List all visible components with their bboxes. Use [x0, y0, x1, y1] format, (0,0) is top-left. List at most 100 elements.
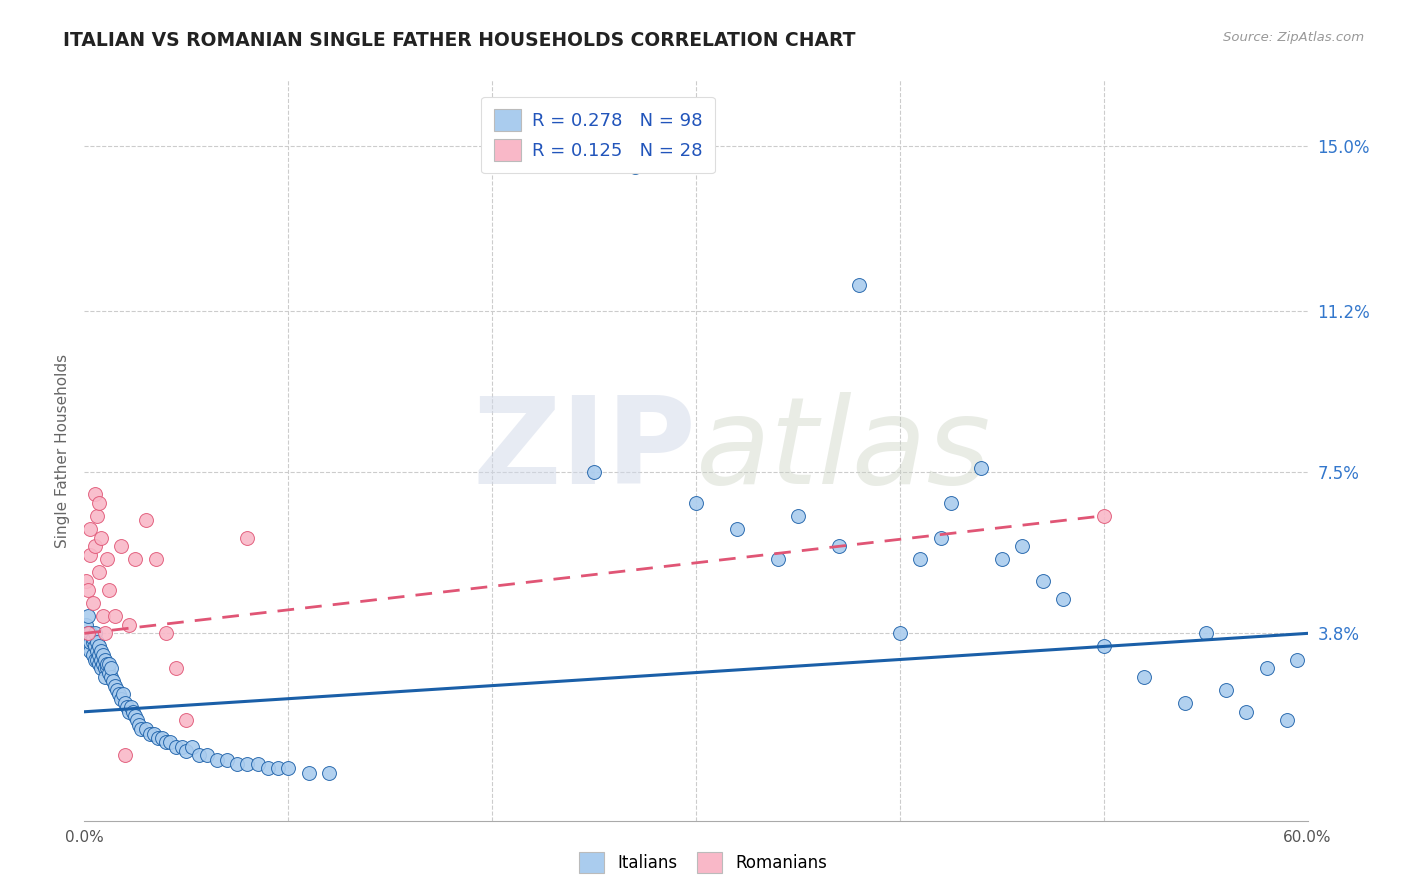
Point [929, 531, 952, 545]
Point [79, 635, 101, 649]
Point [96, 661, 118, 675]
Point [79, 626, 101, 640]
Point [624, 161, 647, 175]
Point [165, 661, 187, 675]
Point [104, 679, 127, 693]
Point [1195, 626, 1218, 640]
Point [1236, 705, 1258, 719]
Point [77, 626, 100, 640]
Point [910, 552, 932, 566]
Point [82, 635, 104, 649]
Point [174, 744, 197, 758]
Point [217, 753, 239, 767]
Point [82, 648, 104, 662]
Point [120, 700, 142, 714]
Point [86, 508, 108, 523]
Point [118, 617, 141, 632]
Text: atlas: atlas [696, 392, 991, 509]
Point [100, 661, 122, 675]
Point [87, 648, 110, 662]
Point [155, 735, 177, 749]
Point [127, 714, 149, 728]
Point [86, 652, 108, 666]
Point [848, 277, 870, 292]
Point [155, 626, 177, 640]
Point [298, 765, 321, 780]
Point [104, 609, 127, 624]
Point [124, 552, 146, 566]
Point [787, 508, 810, 523]
Point [93, 626, 115, 640]
Legend: R = 0.278   N = 98, R = 0.125   N = 28: R = 0.278 N = 98, R = 0.125 N = 28 [481, 96, 716, 173]
Point [87, 496, 110, 510]
Point [82, 631, 104, 645]
Point [75, 574, 97, 588]
Point [118, 705, 141, 719]
Point [128, 718, 150, 732]
Point [165, 739, 187, 754]
Point [100, 670, 122, 684]
Point [77, 582, 100, 597]
Point [97, 657, 120, 671]
Point [108, 687, 131, 701]
Point [82, 596, 104, 610]
Point [97, 665, 120, 680]
Legend: Italians, Romanians: Italians, Romanians [572, 846, 834, 880]
Point [138, 726, 160, 740]
Point [124, 709, 146, 723]
Point [1011, 539, 1033, 553]
Point [1052, 591, 1074, 606]
Point [142, 726, 165, 740]
Point [114, 696, 136, 710]
Point [83, 626, 105, 640]
Point [970, 461, 993, 475]
Point [150, 731, 173, 745]
Point [115, 700, 138, 714]
Point [246, 757, 269, 772]
Point [195, 748, 218, 763]
Y-axis label: Single Father Households: Single Father Households [55, 353, 70, 548]
Point [1286, 652, 1309, 666]
Point [159, 735, 181, 749]
Point [112, 687, 135, 701]
Point [90, 652, 112, 666]
Point [135, 513, 157, 527]
Point [77, 640, 100, 654]
Point [97, 582, 120, 597]
Point [145, 552, 167, 566]
Point [105, 683, 128, 698]
Point [83, 652, 105, 666]
Point [583, 465, 606, 479]
Point [135, 722, 157, 736]
Point [267, 761, 290, 775]
Point [205, 753, 228, 767]
Point [131, 722, 153, 736]
Point [277, 761, 299, 775]
Point [174, 714, 197, 728]
Point [1256, 661, 1278, 675]
Point [181, 739, 204, 754]
Point [91, 648, 114, 662]
Point [79, 548, 101, 562]
Point [93, 670, 115, 684]
Point [83, 487, 105, 501]
Point [83, 640, 105, 654]
Point [91, 657, 114, 671]
Point [96, 657, 118, 671]
Point [110, 539, 132, 553]
Point [1092, 508, 1115, 523]
Text: ZIP: ZIP [472, 392, 696, 509]
Point [96, 552, 118, 566]
Text: ITALIAN VS ROMANIAN SINGLE FATHER HOUSEHOLDS CORRELATION CHART: ITALIAN VS ROMANIAN SINGLE FATHER HOUSEH… [63, 31, 856, 50]
Point [226, 757, 249, 772]
Point [87, 657, 110, 671]
Point [172, 739, 194, 754]
Point [187, 748, 209, 763]
Point [939, 496, 962, 510]
Point [79, 522, 101, 536]
Point [236, 757, 259, 772]
Point [91, 609, 114, 624]
Point [75, 617, 97, 632]
Point [1277, 714, 1299, 728]
Point [93, 661, 115, 675]
